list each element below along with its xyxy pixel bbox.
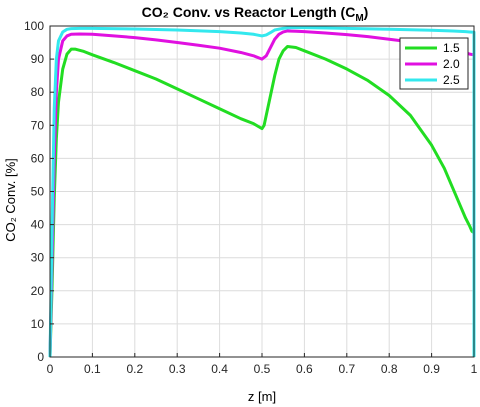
tick-labels: 0 0.1 0.2 0.3 0.4 0.5 0.6 0.7 0.8 0.9 101020304050…	[24, 19, 478, 376]
legend-label: 1.5	[443, 41, 460, 55]
y-tick-label: 90	[31, 52, 45, 66]
y-tick-label: 30	[31, 251, 45, 265]
series-line-1-5	[48, 45, 476, 358]
y-tick-label: 20	[31, 284, 45, 298]
x-tick-label: 0.5	[254, 362, 271, 376]
x-tick-label: 0.1	[84, 362, 101, 376]
y-tick-label: 60	[31, 151, 45, 165]
y-tick-label: 10	[31, 317, 45, 331]
legend-label: 2.0	[443, 57, 460, 71]
x-tick-label: 0.9	[423, 362, 440, 376]
y-tick-label: 0	[37, 350, 44, 364]
legend-label: 2.5	[443, 73, 460, 87]
x-tick-label: 0.8	[381, 362, 398, 376]
x-tick-label: 0.4	[211, 362, 228, 376]
legend: 1.5 2.0 2.5	[399, 37, 469, 90]
x-tick-label: 0	[47, 362, 54, 376]
y-axis-label: CO₂ Conv. [%]	[3, 158, 18, 242]
y-tick-label: 40	[31, 218, 45, 232]
x-tick-label: 0.7	[338, 362, 355, 376]
x-tick-label: 0.6	[296, 362, 313, 376]
series-line-2-5	[48, 26, 476, 358]
chart-title: CO₂ Conv. vs Reactor Length (CM)	[142, 4, 369, 24]
y-tick-label: 70	[31, 118, 45, 132]
y-tick-label: 100	[24, 19, 44, 33]
x-tick-label: 1	[471, 362, 478, 376]
y-tick-label: 80	[31, 85, 45, 99]
y-tick-label: 50	[31, 185, 45, 199]
x-axis-label: z [m]	[248, 389, 276, 404]
x-tick-label: 0.2	[126, 362, 143, 376]
x-tick-label: 0.3	[169, 362, 186, 376]
